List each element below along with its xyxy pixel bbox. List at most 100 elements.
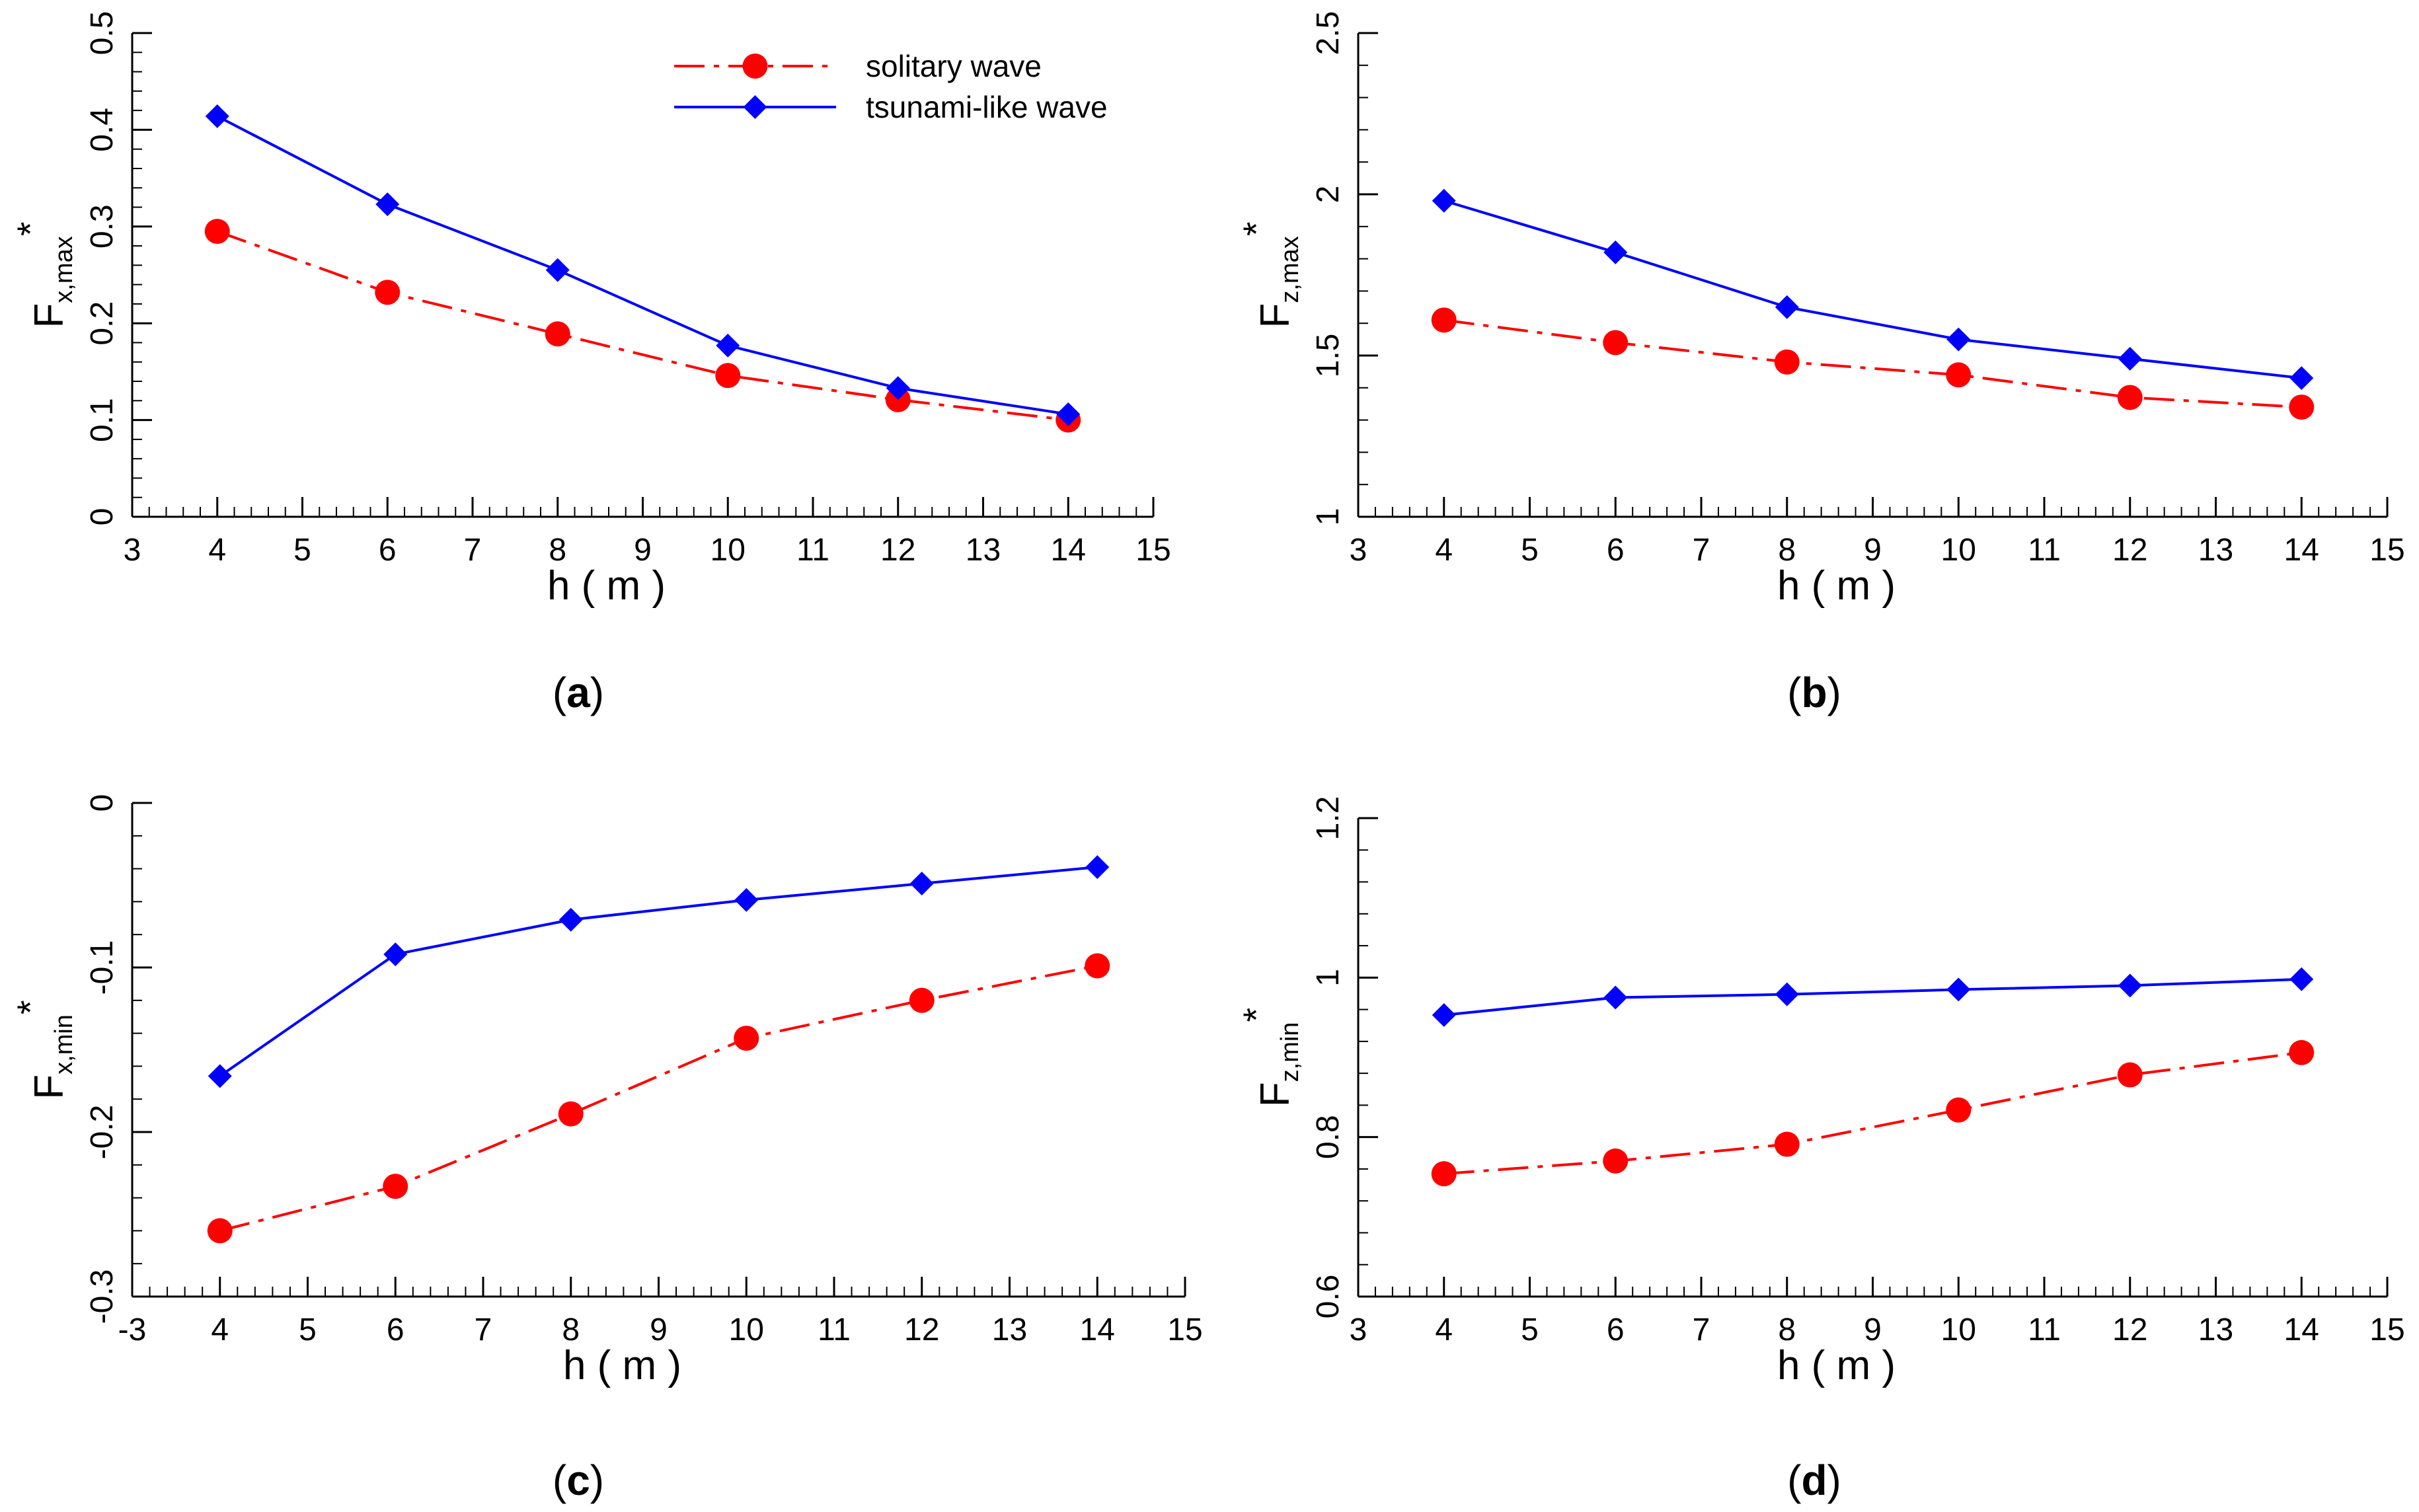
x-axis-label: h ( m ) xyxy=(563,1343,681,1388)
y-tick-label: 1.2 xyxy=(1311,796,1346,841)
data-point-tsunami xyxy=(205,104,229,128)
data-point-tsunami xyxy=(1946,977,1971,1002)
x-tick-label: 13 xyxy=(966,533,1001,568)
x-tick-label: 8 xyxy=(549,533,566,568)
y-axis-label: Fz,min* xyxy=(1235,1008,1304,1107)
x-tick-label: 10 xyxy=(1941,1312,1976,1347)
legend-label-tsunami: tsunami-like wave xyxy=(866,90,1108,124)
y-tick-label: 0.4 xyxy=(85,108,120,152)
x-tick-label: 15 xyxy=(1135,533,1171,568)
panel-a: 3 4 5 6 7 8 9 10 11 12 13 14 15 0 0.1 0.2 0.3 0.4 0.5 h ( m… xyxy=(9,11,1171,716)
x-tick-label: 10 xyxy=(1941,533,1976,568)
x-tick-label: 15 xyxy=(2369,533,2404,568)
data-point-tsunami xyxy=(1775,295,1799,319)
x-axis-label: h ( m ) xyxy=(1777,563,1896,609)
legend-label-solitary: solitary wave xyxy=(866,49,1042,83)
data-point-tsunami xyxy=(716,333,740,358)
y-tick-label: 1 xyxy=(1311,969,1346,987)
x-tick-label: 15 xyxy=(2369,1312,2404,1347)
data-point-tsunami xyxy=(208,1064,232,1088)
data-point-tsunami xyxy=(2118,346,2142,371)
x-tick-label: 3 xyxy=(124,533,141,568)
data-point-tsunami xyxy=(1085,855,1110,880)
x-tick-label: 8 xyxy=(1778,1312,1796,1347)
x-tick-label: 5 xyxy=(1521,533,1539,568)
x-tick-label: 8 xyxy=(1778,533,1796,568)
legend: solitary wave tsunami-like wave xyxy=(674,49,1108,124)
y-tick-label: -0.1 xyxy=(85,940,120,995)
y-axis-label: Fx,max* xyxy=(9,221,78,328)
x-tick-label: 4 xyxy=(1435,1312,1453,1347)
x-tick-label: 15 xyxy=(1167,1312,1202,1347)
x-tick-label: 4 xyxy=(208,533,226,568)
x-tick-label: 4 xyxy=(211,1312,229,1347)
data-point-tsunami xyxy=(2289,366,2314,391)
y-tick-label: 0.1 xyxy=(85,398,120,442)
data-point-solitary xyxy=(2117,385,2143,410)
x-tick-label: 9 xyxy=(1864,1312,1882,1347)
series-line-solitary xyxy=(219,964,1098,1232)
legend-marker-solitary xyxy=(742,54,768,79)
data-point-tsunami xyxy=(1432,188,1456,213)
x-tick-label: 11 xyxy=(2028,1312,2061,1347)
data-point-tsunami xyxy=(2289,967,2314,991)
x-tick-label: 12 xyxy=(904,1312,939,1347)
series-line-tsunami xyxy=(1443,199,2302,380)
series-line-solitary xyxy=(217,230,1069,422)
x-tick-label: 6 xyxy=(1607,1312,1625,1347)
data-point-solitary xyxy=(375,280,401,305)
x-tick-label: 13 xyxy=(2198,1312,2233,1347)
data-point-solitary xyxy=(545,321,570,347)
series-line-solitary xyxy=(1443,319,2302,409)
x-tick-label: 6 xyxy=(1607,533,1625,568)
series-line-tsunami xyxy=(219,866,1098,1077)
data-point-tsunami xyxy=(1432,1003,1456,1028)
panel-caption: (d) xyxy=(1787,1456,1841,1504)
data-point-tsunami xyxy=(558,907,583,932)
x-tick-label: 14 xyxy=(1080,1312,1115,1347)
y-tick-label: 2 xyxy=(1311,186,1346,204)
series-line-solitary xyxy=(1443,1051,2302,1176)
data-point-tsunami xyxy=(1603,240,1628,264)
x-tick-label: 7 xyxy=(475,1312,492,1347)
panel-caption: (a) xyxy=(553,669,604,716)
series-line-tsunami xyxy=(216,115,1069,416)
y-tick-label: 0.8 xyxy=(1311,1115,1346,1159)
y-tick-label: 2.5 xyxy=(1311,11,1346,56)
data-point-solitary xyxy=(2289,1040,2315,1065)
x-axis-label: h ( m ) xyxy=(547,563,666,609)
x-tick-label: 11 xyxy=(2028,533,2061,568)
data-point-solitary xyxy=(558,1101,584,1127)
data-point-tsunami xyxy=(909,872,934,896)
legend-marker-tsunami xyxy=(743,95,767,119)
x-tick-label: 6 xyxy=(379,533,397,568)
data-point-tsunami xyxy=(383,942,408,967)
x-tick-label: 13 xyxy=(992,1312,1027,1347)
x-tick-label: 12 xyxy=(880,533,915,568)
data-point-solitary xyxy=(1946,1097,1972,1123)
x-axis-label: h ( m ) xyxy=(1777,1343,1896,1388)
x-tick-label: 9 xyxy=(634,533,652,568)
y-tick-label: 0 xyxy=(85,508,120,526)
data-point-tsunami xyxy=(1775,982,1799,1006)
data-point-solitary xyxy=(383,1174,408,1199)
data-point-solitary xyxy=(909,987,935,1013)
y-tick-label: 0.3 xyxy=(85,204,120,248)
x-tick-label: 5 xyxy=(299,1312,317,1347)
x-tick-label: 7 xyxy=(464,533,482,568)
y-tick-label: 0.6 xyxy=(1311,1275,1346,1319)
y-tick-label: -0.2 xyxy=(85,1105,120,1160)
x-tick-label: 3 xyxy=(1350,1312,1367,1347)
x-tick-label: 5 xyxy=(1521,1312,1539,1347)
x-tick-label: -3 xyxy=(118,1312,147,1347)
x-tick-label: 10 xyxy=(729,1312,764,1347)
x-tick-label: 11 xyxy=(818,1312,851,1347)
x-tick-label: 14 xyxy=(2284,1312,2319,1347)
data-point-tsunami xyxy=(375,192,400,217)
x-tick-label: 14 xyxy=(1051,533,1086,568)
data-point-tsunami xyxy=(545,258,570,282)
data-point-tsunami xyxy=(886,376,910,400)
data-point-solitary xyxy=(1774,349,1800,375)
panel-d: 3 4 5 6 7 8 9 10 11 12 13 14 15 0.6 0.8 1 1.2 h ( m ) Fz,m… xyxy=(1235,796,2405,1504)
